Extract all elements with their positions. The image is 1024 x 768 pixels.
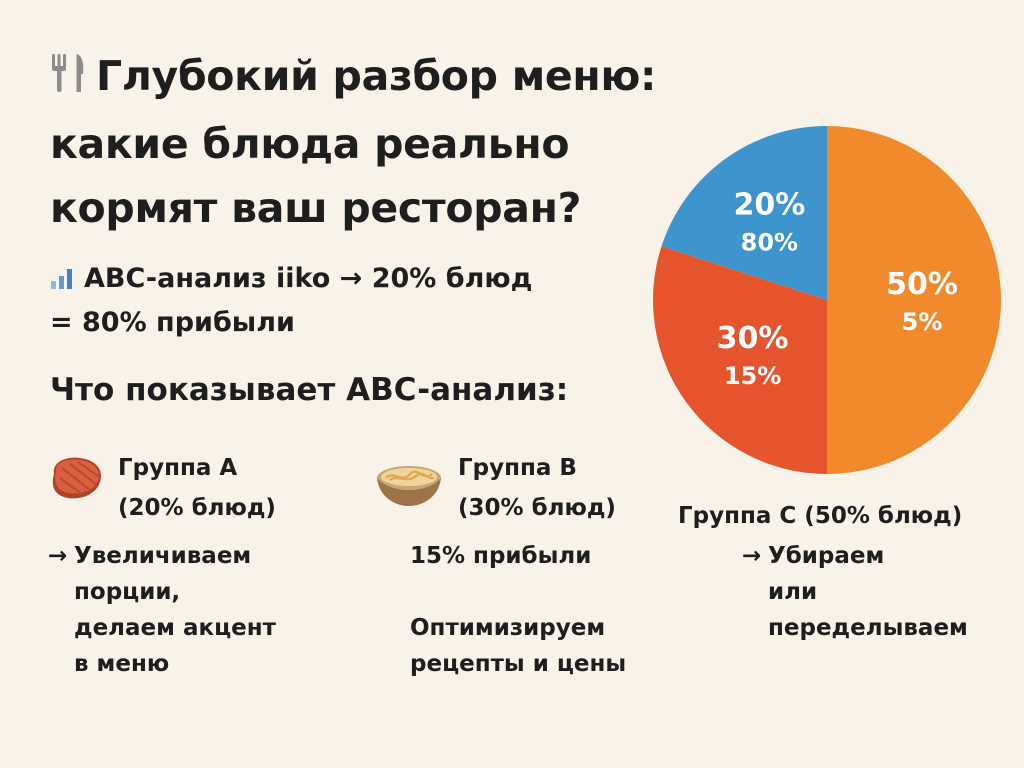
group-c-action-line-1: → Убираем [742,538,968,574]
pie-slice-2-label-bottom: 15% [724,362,781,390]
section-heading: Что показывает ABC-анализ: [50,372,569,408]
group-c-action-line-3: переделываем [768,615,968,641]
pie-slice-3-label-bottom: 80% [741,229,798,257]
pie-slice-1 [827,126,1001,474]
page-title: Глубокий разбор меню: какие блюда реальн… [50,44,750,240]
group-a-arrow: → [48,543,68,569]
group-a-action-line-3: делаем акцент [74,615,276,641]
group-a-title: Группа А (20% блюд) [118,448,276,528]
title-line-3: кормят ваш ресторан? [50,184,582,232]
bar-chart-icon [50,260,76,302]
group-b-title: Группа B (30% блюд) [458,448,616,528]
subtitle: ABC-анализ iiko → 20% блюд = 80% прибыли [50,258,630,344]
group-a-action-line-4: в меню [74,651,170,677]
group-b-action-line-2: рецепты и цены [410,651,627,677]
group-a-action-line-1: → Увеличиваем [48,538,276,574]
group-a-action: → Увеличиваем порции, делаем акцент в мен… [48,538,276,682]
subtitle-line-1: ABC-анализ iiko → 20% блюд [50,258,630,302]
fork-knife-icon [50,48,86,112]
pie-slice-2-label-top: 30% [717,321,789,356]
subtitle-text-1: ABC-анализ iiko → 20% блюд [84,263,533,294]
group-b-action-line-1: Оптимизируем [410,615,606,641]
pie-slice-3-label-top: 20% [733,188,805,223]
group-c-title: Группа C (50% блюд) [678,503,963,529]
group-a-action-line-2: порции, [74,579,181,605]
group-a-title-text: Группа А [118,455,238,481]
steak-icon [46,452,106,508]
title-line-1: Глубокий разбор меню: [50,44,750,112]
title-line-2: какие блюда реально [50,120,570,168]
pie-slice-1-label-bottom: 5% [902,308,943,336]
pie-slice-1-label-top: 50% [886,267,958,302]
group-c-action: → Убираем или переделываем [742,538,968,646]
group-c-action-line-2: или [768,579,818,605]
group-b-action: Оптимизируем рецепты и цены [410,610,626,682]
pie-slice-3 [661,125,827,301]
noodle-bowl-icon [374,456,444,512]
group-b-title-text: Группа B [458,455,577,481]
group-a-share: (20% блюд) [118,495,276,521]
pie-slice-2 [653,246,827,474]
title-text-1: Глубокий разбор меню: [96,52,657,100]
group-b-profit: 15% прибыли [410,543,592,569]
group-b-share: (30% блюд) [458,495,616,521]
group-c-arrow: → [742,543,762,569]
subtitle-line-2: = 80% прибыли [50,307,295,338]
